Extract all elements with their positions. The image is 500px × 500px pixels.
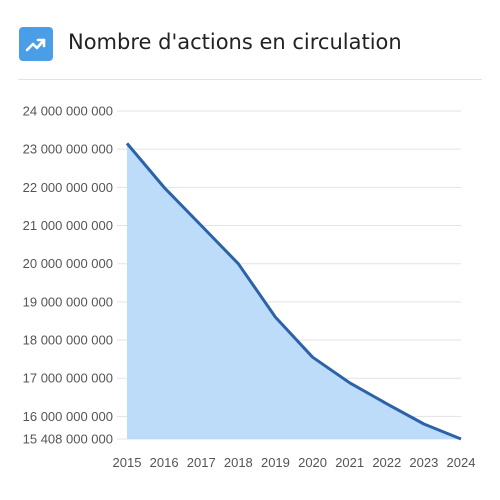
area-fill: [127, 143, 461, 439]
y-tick-label: 23 000 000 000: [23, 142, 113, 157]
y-axis-ticks: 15 408 000 000 16 000 000 000 17 000 000 0…: [23, 104, 113, 447]
x-tick-label: 2021: [335, 455, 364, 470]
y-tick-label: 16 000 000 000: [23, 409, 113, 424]
x-tick-label: 2016: [150, 455, 179, 470]
x-tick-label: 2024: [447, 455, 476, 470]
y-tick-label: 22 000 000 000: [23, 180, 113, 195]
x-tick-label: 2020: [298, 455, 327, 470]
chart-header: Nombre d'actions en circulation: [0, 0, 500, 80]
x-tick-label: 2018: [224, 455, 253, 470]
y-tick-label: 19 000 000 000: [23, 294, 113, 309]
series-line: [125, 142, 462, 441]
x-tick-label: 2022: [372, 455, 401, 470]
y-tick-label: 15 408 000 000: [23, 432, 113, 447]
x-axis-ticks: 2015 2016 2017 2018 2019 2020 2021 2022 2023 2024: [113, 455, 476, 470]
x-tick-label: 2019: [261, 455, 290, 470]
y-tick-label: 21 000 000 000: [23, 218, 113, 233]
y-tick-label: 24 000 000 000: [23, 104, 113, 119]
x-tick-label: 2015: [113, 455, 142, 470]
chart-title: Nombre d'actions en circulation: [68, 30, 402, 54]
trending-up-icon: [19, 27, 53, 61]
y-tick-label: 20 000 000 000: [23, 256, 113, 271]
header-divider: [18, 79, 482, 80]
x-tick-label: 2017: [187, 455, 216, 470]
y-tick-label: 18 000 000 000: [23, 333, 113, 348]
y-tick-label: 17 000 000 000: [23, 371, 113, 386]
x-tick-label: 2023: [409, 455, 438, 470]
